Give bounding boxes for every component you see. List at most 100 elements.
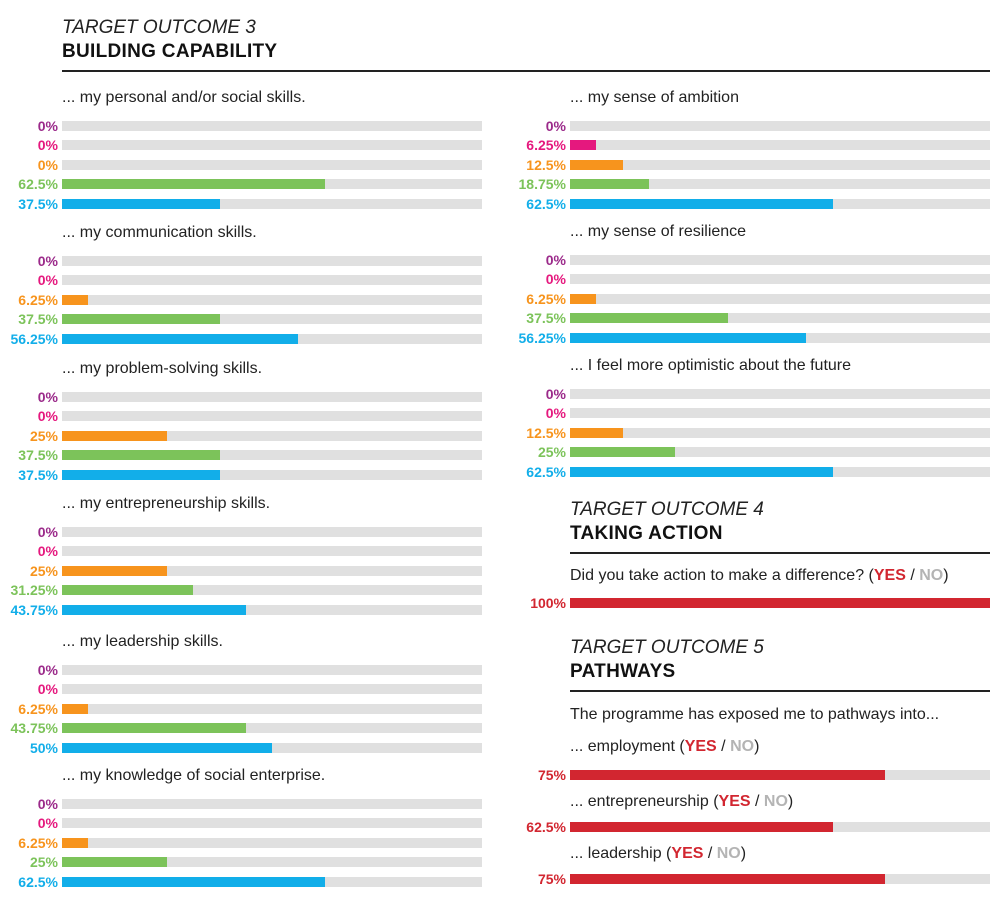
bar-value-label: 31.25% [10, 582, 58, 599]
chart-question-slash: / [703, 845, 717, 862]
bar-value-label: 0% [545, 405, 566, 422]
bar-track [570, 447, 990, 458]
bar-value-label: 37.5% [18, 466, 58, 483]
chart-question: ... my knowledge of social enterprise. [62, 767, 326, 784]
bar-track [62, 665, 482, 675]
bar-value-label: 37.5% [18, 311, 58, 328]
bar-value-label: 6.25% [526, 290, 566, 307]
bar [62, 876, 325, 887]
bar-track [62, 818, 482, 829]
bar-track [62, 684, 482, 695]
bar-track [62, 294, 482, 305]
chart-question: ... leadership (YES / NO) [570, 845, 746, 863]
outcome5-kicker: TARGET OUTCOME 5 [570, 637, 764, 658]
bar-value-label: 0% [37, 662, 58, 678]
bar [62, 585, 194, 596]
bar-track [62, 742, 482, 753]
bar-track [570, 770, 990, 780]
chart-question: ... my personal and/or social skills. [62, 89, 306, 106]
outcome3-title: BUILDING CAPABILITY [62, 41, 278, 62]
bar [570, 427, 623, 438]
bar-value-label: 0% [37, 253, 58, 269]
bar-value-label: 62.5% [526, 195, 566, 212]
bar-track [62, 723, 482, 734]
bar-track [62, 121, 482, 131]
bar-track [570, 822, 990, 832]
chart-question-yes: YES [671, 845, 704, 862]
bar-value-label: 18.75% [518, 176, 566, 193]
bar [62, 469, 220, 480]
bar [570, 179, 649, 190]
bar [570, 313, 728, 324]
bar [570, 447, 675, 458]
bar-value-label: 6.25% [18, 834, 58, 851]
bar-value-label: 0% [37, 389, 58, 405]
bar-track [62, 411, 482, 422]
chart-question-close: ) [787, 793, 794, 810]
bar-track [570, 198, 990, 209]
outcome5-title: PATHWAYS [570, 661, 676, 682]
outcome4-rule [570, 552, 990, 554]
bar-track [570, 140, 990, 151]
bar-value-label: 0% [37, 272, 58, 289]
bar-track [62, 450, 482, 461]
bar-value-label: 62.5% [18, 176, 58, 193]
bar-value-label: 62.5% [526, 463, 566, 480]
chart-question-yes: YES [718, 793, 751, 810]
bar-value-label: 56.25% [518, 329, 566, 346]
chart-question-slash: / [716, 738, 731, 755]
bar-value-label: 0% [545, 271, 566, 288]
bar-track [570, 408, 990, 419]
bar-track [62, 275, 482, 286]
bar-track [62, 604, 482, 615]
bar-track [62, 314, 482, 325]
bar-value-label: 6.25% [18, 700, 58, 717]
bar-value-label: 43.75% [10, 720, 58, 737]
bar-track [570, 313, 990, 324]
bar-value-label: 0% [37, 118, 58, 134]
bar [62, 314, 220, 325]
bar-value-label: 0% [545, 386, 566, 402]
bar-value-label: 12.5% [526, 156, 566, 173]
bar-track [62, 546, 482, 557]
bar-value-label: 25% [29, 427, 58, 444]
outcome5-intro: The programme has exposed me to pathways… [570, 706, 940, 723]
chart-question-close: ) [754, 738, 760, 755]
bar-value-label: 0% [545, 252, 566, 268]
bar [62, 333, 299, 344]
bar-track [570, 159, 990, 170]
outcome4-close: ) [943, 567, 949, 584]
outcome4-yes: YES [873, 567, 906, 584]
outcome3-kicker: TARGET OUTCOME 3 [62, 17, 256, 38]
bar-track [570, 293, 990, 304]
bar-value-label: 37.5% [18, 447, 58, 464]
bar-track [62, 837, 482, 848]
bar-track [62, 565, 482, 576]
bar [570, 332, 807, 343]
bar-value-label: 62.5% [526, 819, 566, 835]
bar [570, 874, 885, 884]
bar-track [62, 857, 482, 868]
chart-question-yes: YES [684, 738, 717, 755]
bar-value-label: 0% [37, 796, 58, 812]
chart-question-no: NO [716, 845, 741, 862]
outcome4-no: NO [919, 567, 944, 584]
bar-track [62, 876, 482, 887]
outcome4-kicker: TARGET OUTCOME 4 [570, 499, 764, 520]
bar [62, 450, 220, 461]
chart-question-no: NO [730, 738, 755, 755]
outcome4-title: TAKING ACTION [570, 523, 723, 544]
bar-value-label: 6.25% [18, 291, 58, 308]
bar [570, 598, 990, 608]
chart-question-text: ... leadership ( [570, 845, 672, 862]
chart-question-text: ... employment ( [570, 738, 685, 755]
bar [62, 857, 167, 868]
bar-track [62, 159, 482, 170]
bar-value-label: 0% [37, 681, 58, 698]
bar-track [62, 256, 482, 266]
bar [570, 140, 597, 151]
bar-value-label: 56.25% [10, 330, 58, 347]
bar [62, 837, 89, 848]
chart-question: ... my leadership skills. [62, 633, 223, 650]
outcome4-slash: / [905, 567, 920, 584]
